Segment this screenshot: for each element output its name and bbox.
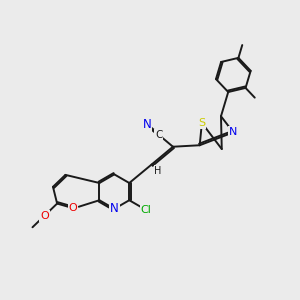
Text: N: N <box>229 127 238 137</box>
Text: Cl: Cl <box>141 205 152 215</box>
Text: O: O <box>40 211 49 221</box>
Text: H: H <box>154 166 162 176</box>
Text: N: N <box>110 202 119 215</box>
Text: S: S <box>198 118 206 128</box>
Text: O: O <box>69 203 77 213</box>
Text: C: C <box>155 130 163 140</box>
Text: N: N <box>142 118 152 131</box>
